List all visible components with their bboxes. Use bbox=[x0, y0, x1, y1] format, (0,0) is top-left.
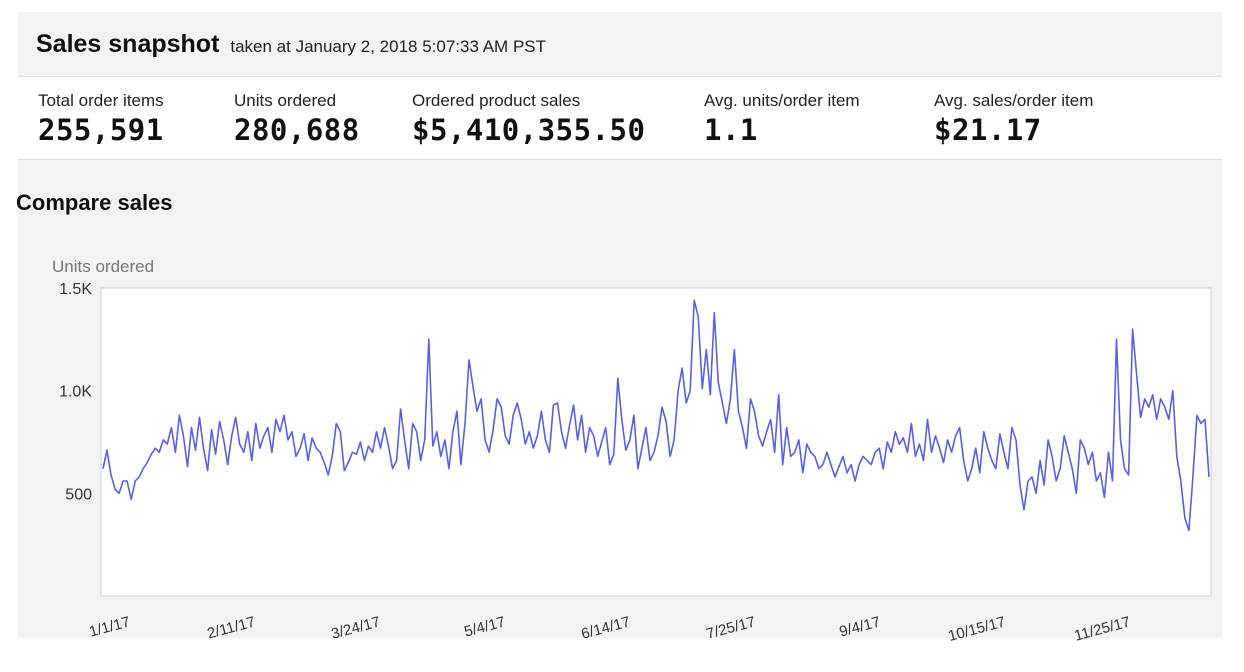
y-tick-label: 500 bbox=[65, 486, 92, 503]
y-tick-label: 1.5K bbox=[59, 281, 92, 298]
metric-value: 255,591 bbox=[38, 113, 164, 147]
metric-value: 1.1 bbox=[704, 113, 758, 147]
x-tick-label: 5/4/17 bbox=[462, 613, 507, 640]
metric-total-order-items: Total order items 255,591 bbox=[38, 91, 164, 147]
metric-label: Total order items bbox=[38, 91, 164, 110]
x-tick-label: 3/24/17 bbox=[329, 613, 382, 642]
metric-label: Avg. units/order item bbox=[704, 91, 860, 110]
metric-avg-sales-per-order-item: Avg. sales/order item $21.17 bbox=[934, 91, 1093, 147]
x-tick-label: 2/11/17 bbox=[205, 613, 257, 642]
metric-units-ordered: Units ordered 280,688 bbox=[234, 91, 360, 147]
x-tick-label: 10/15/17 bbox=[946, 613, 1007, 645]
series-group bbox=[102, 299, 1210, 532]
snapshot-timestamp: taken at January 2, 2018 5:07:33 AM PST bbox=[230, 37, 547, 56]
metric-label: Avg. sales/order item bbox=[934, 91, 1094, 110]
metric-value: 280,688 bbox=[234, 113, 360, 147]
x-tick-labels: 1/1/17 2/11/17 3/24/17 5/4/17 6/14/17 7/25/17… bbox=[87, 613, 1132, 645]
y-axis-label: Units ordered bbox=[52, 257, 154, 276]
snapshot-title-text: Sales snapshot bbox=[36, 30, 220, 58]
y-tick-labels: 500 1.0K 1.5K bbox=[59, 281, 92, 503]
snapshot-title: Sales snapshot taken at January 2, 2018 … bbox=[36, 30, 546, 59]
metric-ordered-product-sales: Ordered product sales $5,410,355.50 bbox=[412, 91, 645, 147]
x-tick-label: 9/4/17 bbox=[838, 613, 883, 640]
metric-label: Ordered product sales bbox=[412, 91, 581, 110]
x-tick-label: 1/1/17 bbox=[87, 613, 132, 640]
compare-sales-title: Compare sales bbox=[16, 190, 173, 215]
x-tick-label: 7/25/17 bbox=[704, 613, 757, 642]
metric-avg-units-per-order-item: Avg. units/order item 1.1 bbox=[704, 91, 860, 147]
units-ordered-line bbox=[102, 299, 1210, 532]
metric-value: $21.17 bbox=[934, 113, 1042, 147]
x-tick-label: 11/25/17 bbox=[1073, 613, 1133, 644]
y-tick-label: 1.0K bbox=[59, 384, 92, 401]
x-tick-label: 6/14/17 bbox=[579, 613, 632, 642]
metric-value: $5,410,355.50 bbox=[412, 113, 646, 147]
snapshot-header: Sales snapshot taken at January 2, 2018 … bbox=[18, 12, 1222, 77]
metric-label: Units ordered bbox=[234, 91, 337, 110]
metrics-row: Total order items 255,591 Units ordered … bbox=[18, 77, 1222, 160]
